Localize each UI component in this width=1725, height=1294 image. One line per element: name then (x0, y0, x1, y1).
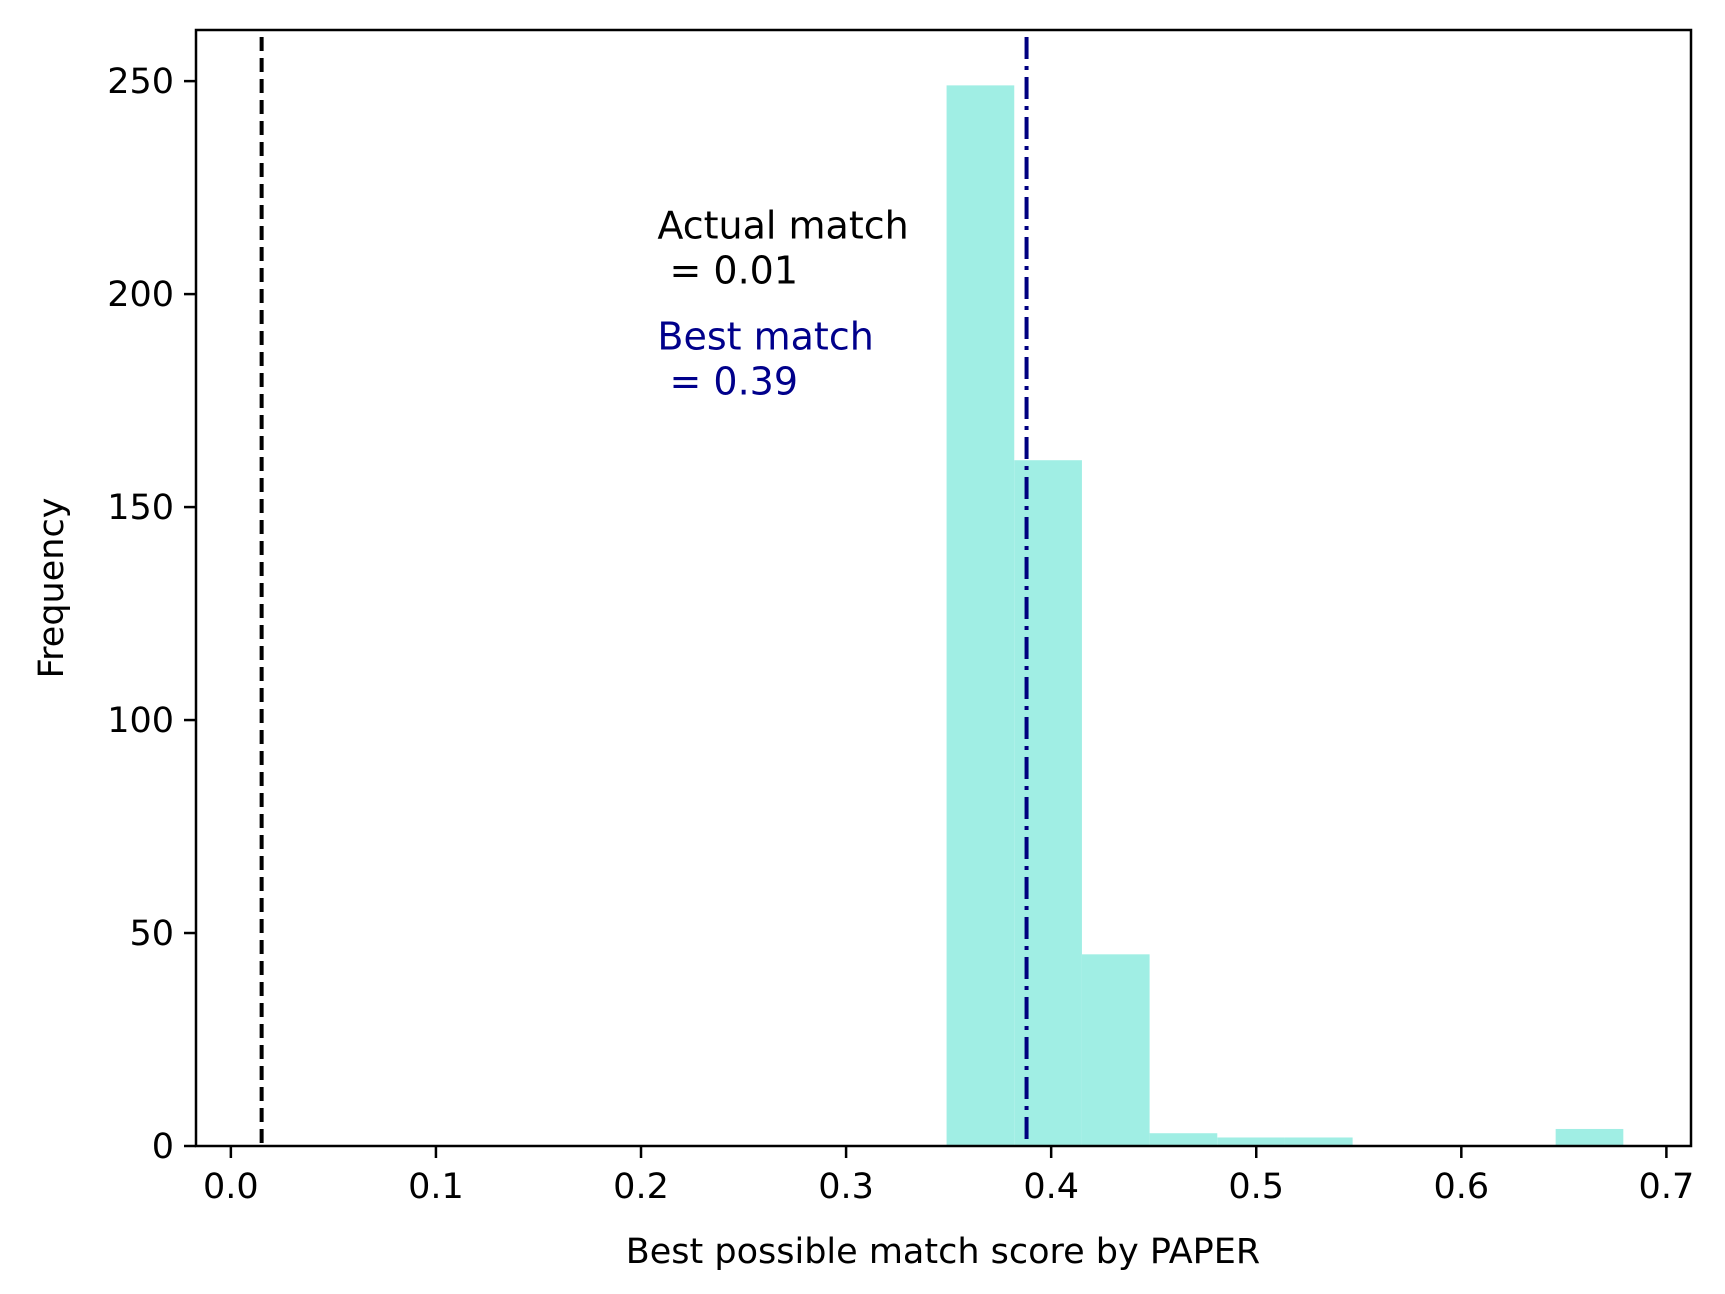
y-tick-label: 50 (129, 914, 174, 954)
y-tick-label: 150 (107, 488, 174, 528)
histogram-bars (946, 85, 1624, 1147)
best-match-annotation: Best match = 0.39 (657, 314, 873, 403)
histogram-bar-2 (1081, 954, 1150, 1146)
actual-match-annotation: Actual match = 0.01 (657, 204, 908, 293)
y-axis-ticks: 0 50 100 150 200 250 (107, 62, 196, 1167)
y-axis-label: Frequency (32, 498, 72, 679)
x-tick-label: 0.1 (408, 1167, 464, 1207)
x-tick-label: 0.3 (818, 1167, 874, 1207)
x-tick-label: 0.2 (613, 1167, 669, 1207)
histogram-bar-1 (1014, 460, 1082, 1146)
histogram-bar-9 (1555, 1128, 1624, 1146)
histogram-bar-5 (1284, 1137, 1353, 1146)
histogram-bar-4 (1217, 1137, 1285, 1146)
x-tick-label: 0.4 (1023, 1167, 1079, 1207)
x-tick-label: 0.0 (203, 1167, 259, 1207)
histogram-bar-0 (946, 85, 1015, 1147)
reference-lines (259, 37, 1029, 1146)
y-tick-label: 0 (152, 1127, 174, 1167)
histogram-bar-3 (1149, 1133, 1218, 1146)
y-tick-label: 200 (107, 275, 174, 315)
plot-frame (194, 28, 1693, 1148)
y-tick-label: 100 (107, 701, 174, 741)
y-tick-label: 250 (107, 62, 174, 102)
x-tick-label: 0.7 (1639, 1167, 1695, 1207)
x-tick-label: 0.6 (1433, 1167, 1489, 1207)
annotations: Actual match = 0.01 Best match = 0.39 (657, 204, 908, 404)
x-axis-ticks: 0.0 0.1 0.2 0.3 0.4 0.5 0.6 0.7 (203, 1146, 1694, 1207)
x-axis-label: Best possible match score by PAPER (626, 1232, 1260, 1272)
x-tick-label: 0.5 (1228, 1167, 1284, 1207)
